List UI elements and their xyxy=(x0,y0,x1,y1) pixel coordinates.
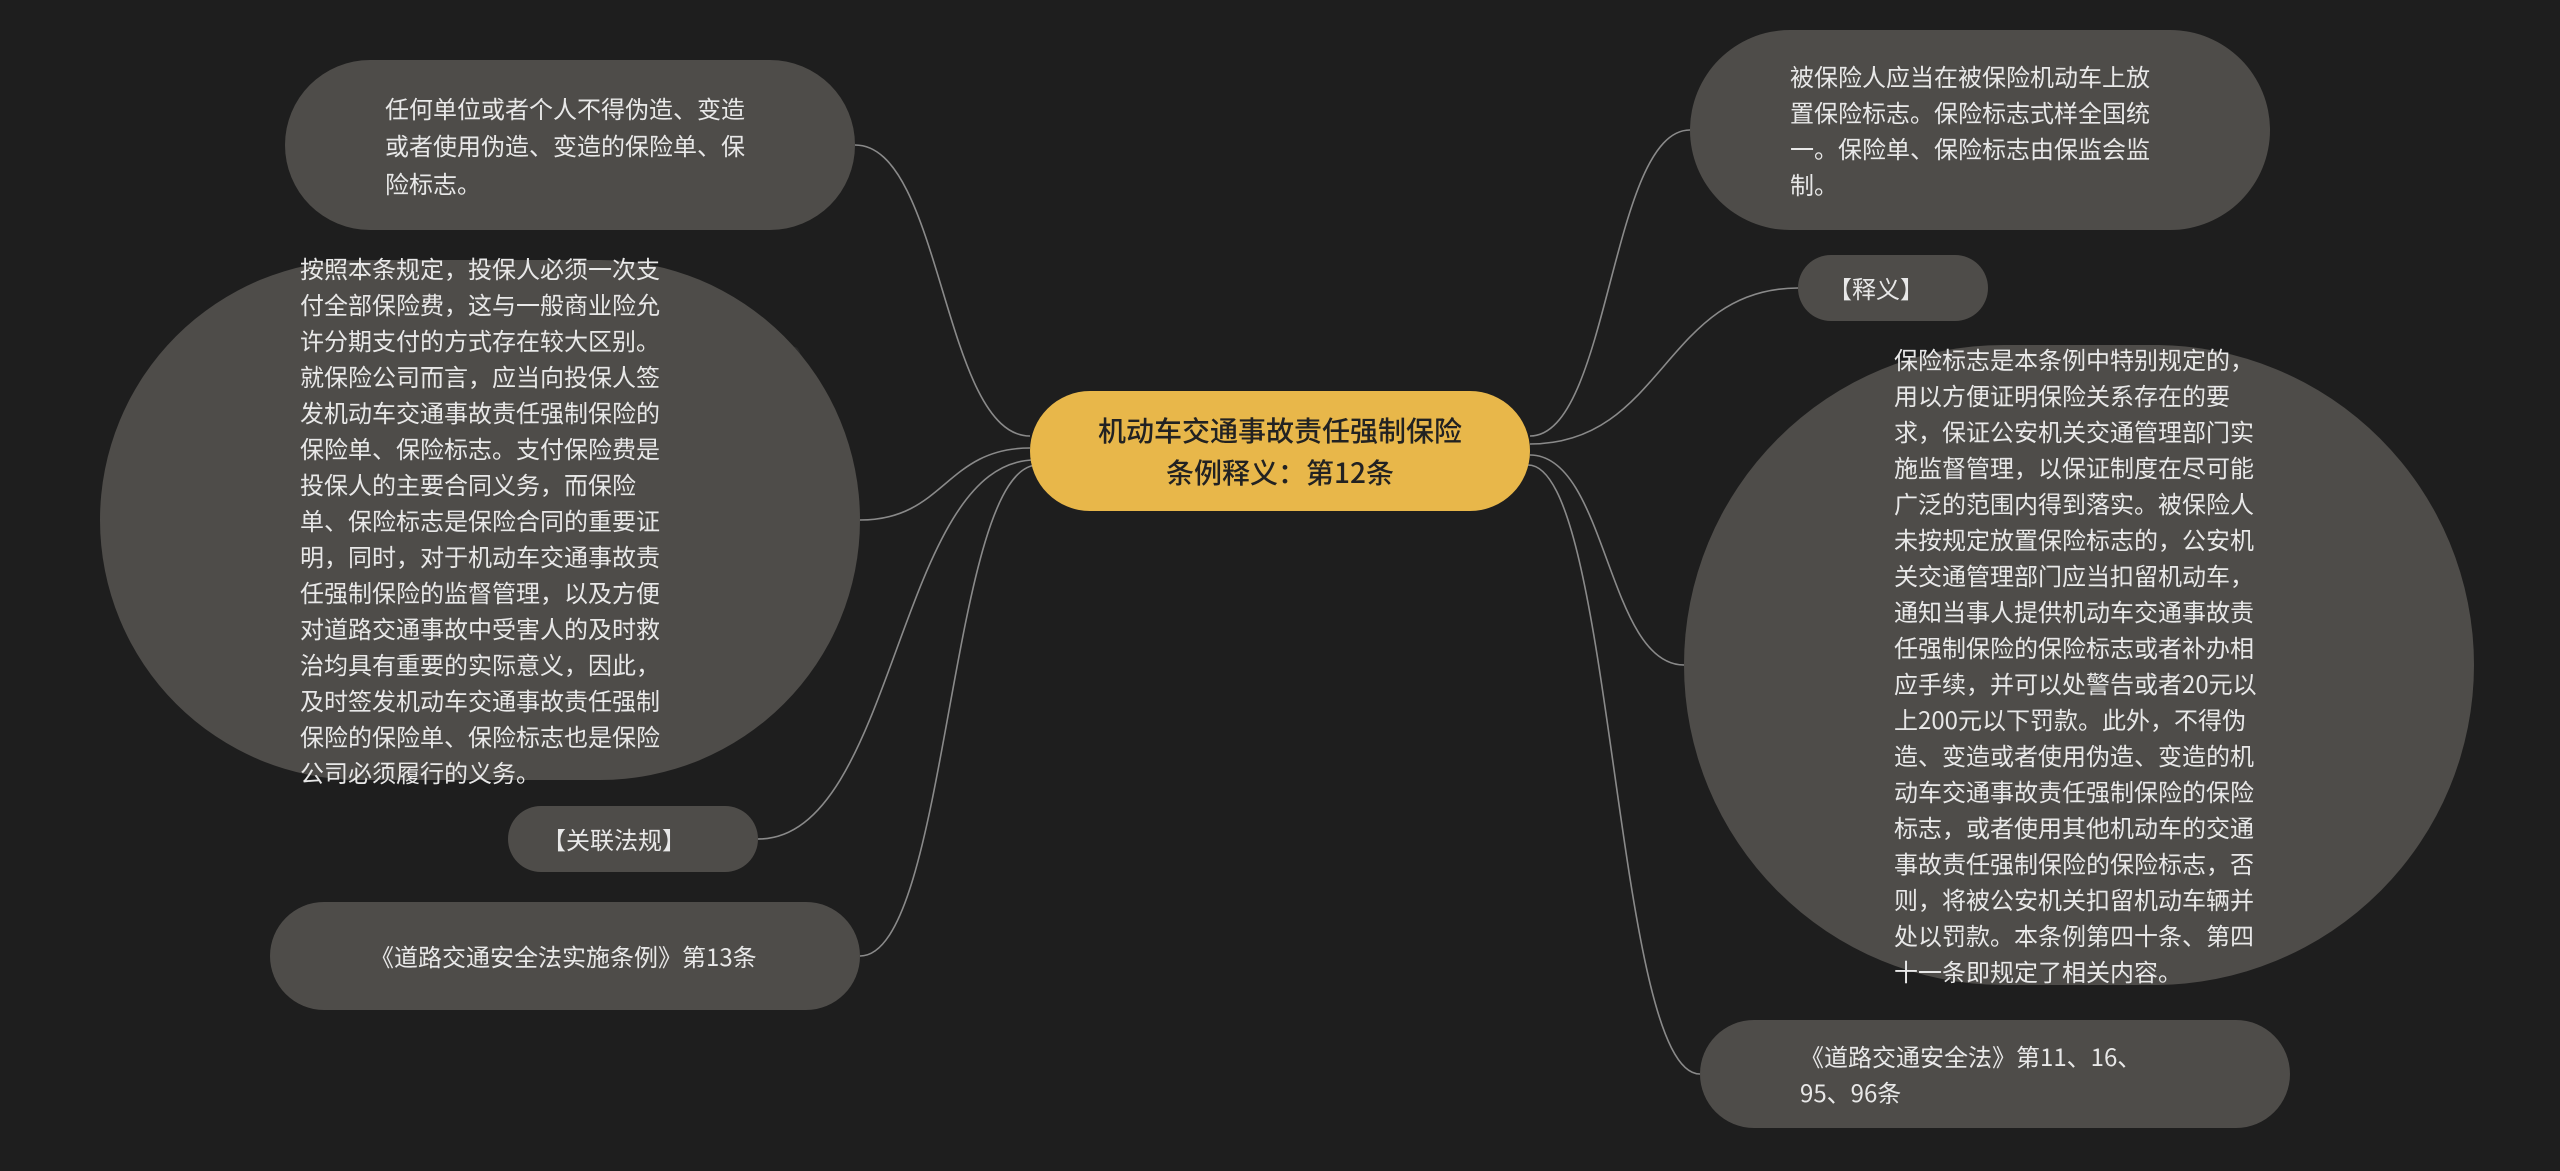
branch-node-interpretation-header[interactable]: 【释义】 xyxy=(1798,255,1988,321)
branch-node-law-articles[interactable]: 《道路交通安全法》第11、16、95、96条 xyxy=(1700,1020,2290,1128)
branch-node-mark-regulation[interactable]: 保险标志是本条例中特别规定的，用以方便证明保险关系存在的要求，保证公安机关交通管… xyxy=(1684,345,2474,985)
branch-label: 【关联法规】 xyxy=(508,822,758,856)
branch-label: 按照本条规定，投保人必须一次支付全部保险费，这与一般商业险允许分期支付的方式存在… xyxy=(100,250,860,790)
branch-node-insurance-mark[interactable]: 被保险人应当在被保险机动车上放置保险标志。保险标志式样全国统一。保险单、保险标志… xyxy=(1690,30,2270,230)
branch-label: 保险标志是本条例中特别规定的，用以方便证明保险关系存在的要求，保证公安机关交通管… xyxy=(1684,341,2474,989)
branch-label: 任何单位或者个人不得伪造、变造或者使用伪造、变造的保险单、保险标志。 xyxy=(285,89,855,201)
branch-node-premium-explain[interactable]: 按照本条规定，投保人必须一次支付全部保险费，这与一般商业险允许分期支付的方式存在… xyxy=(100,260,860,780)
branch-label: 【释义】 xyxy=(1798,271,1988,305)
branch-node-forgery[interactable]: 任何单位或者个人不得伪造、变造或者使用伪造、变造的保险单、保险标志。 xyxy=(285,60,855,230)
branch-node-related-laws-header[interactable]: 【关联法规】 xyxy=(508,806,758,872)
branch-node-reg-article13[interactable]: 《道路交通安全法实施条例》第13条 xyxy=(270,902,860,1010)
mindmap-canvas: zhutu.cn 树图 机动车交通事故责任强制保险条例释义：第12条 任何单位或… xyxy=(0,0,2560,1171)
center-node-label: 机动车交通事故责任强制保险条例释义：第12条 xyxy=(1030,409,1530,493)
branch-label: 《道路交通安全法实施条例》第13条 xyxy=(270,938,860,974)
branch-label: 被保险人应当在被保险机动车上放置保险标志。保险标志式样全国统一。保险单、保险标志… xyxy=(1690,58,2270,202)
center-node[interactable]: 机动车交通事故责任强制保险条例释义：第12条 xyxy=(1030,391,1530,511)
branch-label: 《道路交通安全法》第11、16、95、96条 xyxy=(1700,1038,2290,1110)
